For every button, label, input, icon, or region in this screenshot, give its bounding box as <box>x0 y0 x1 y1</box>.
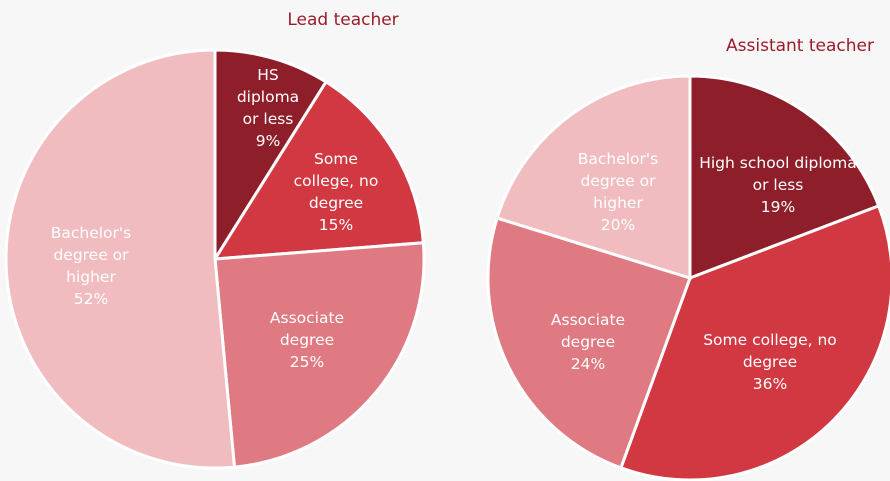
pie-slice <box>213 241 426 469</box>
value-label: 36% <box>752 375 788 393</box>
slice-label: Associate degree 25% <box>257 307 357 373</box>
chart-title: Lead teacher <box>287 10 399 30</box>
value-label: 20% <box>600 216 636 234</box>
category-label: Associate degree <box>550 311 626 351</box>
pie-slice <box>212 79 425 261</box>
slice-label: High school diploma or less 19% <box>698 152 858 218</box>
slice-label: Some college, no degree 36% <box>695 329 845 395</box>
value-label: 25% <box>289 353 325 371</box>
slice-label: Associate degree 24% <box>538 309 638 375</box>
slice-label: Some college, no degree 15% <box>289 148 384 236</box>
category-label: Associate degree <box>269 309 345 349</box>
pie-slice <box>688 74 881 281</box>
category-label: Bachelor's degree or higher <box>577 150 659 212</box>
slice-label: HS diploma or less 9% <box>232 64 304 152</box>
value-label: 15% <box>318 216 354 234</box>
value-label: 9% <box>255 132 281 150</box>
pie-slice <box>618 203 890 481</box>
pie-slice <box>213 48 329 265</box>
category-label: High school diploma or less <box>699 154 857 194</box>
value-label: 24% <box>570 355 606 373</box>
value-label: 52% <box>73 290 109 308</box>
category-label: Bachelor's degree or higher <box>50 224 132 286</box>
slice-label: Bachelor's degree or higher 20% <box>568 148 668 236</box>
category-label: Some college, no degree <box>703 331 837 371</box>
pie-slice <box>486 216 692 470</box>
slice-label: Bachelor's degree or higher 52% <box>44 222 139 310</box>
category-label: Some college, no degree <box>293 150 379 212</box>
category-label: HS diploma or less <box>236 66 300 128</box>
pie-slice <box>495 74 692 281</box>
value-label: 19% <box>760 198 796 216</box>
chart-title: Assistant teacher <box>726 36 874 56</box>
pie-slice <box>4 48 237 470</box>
